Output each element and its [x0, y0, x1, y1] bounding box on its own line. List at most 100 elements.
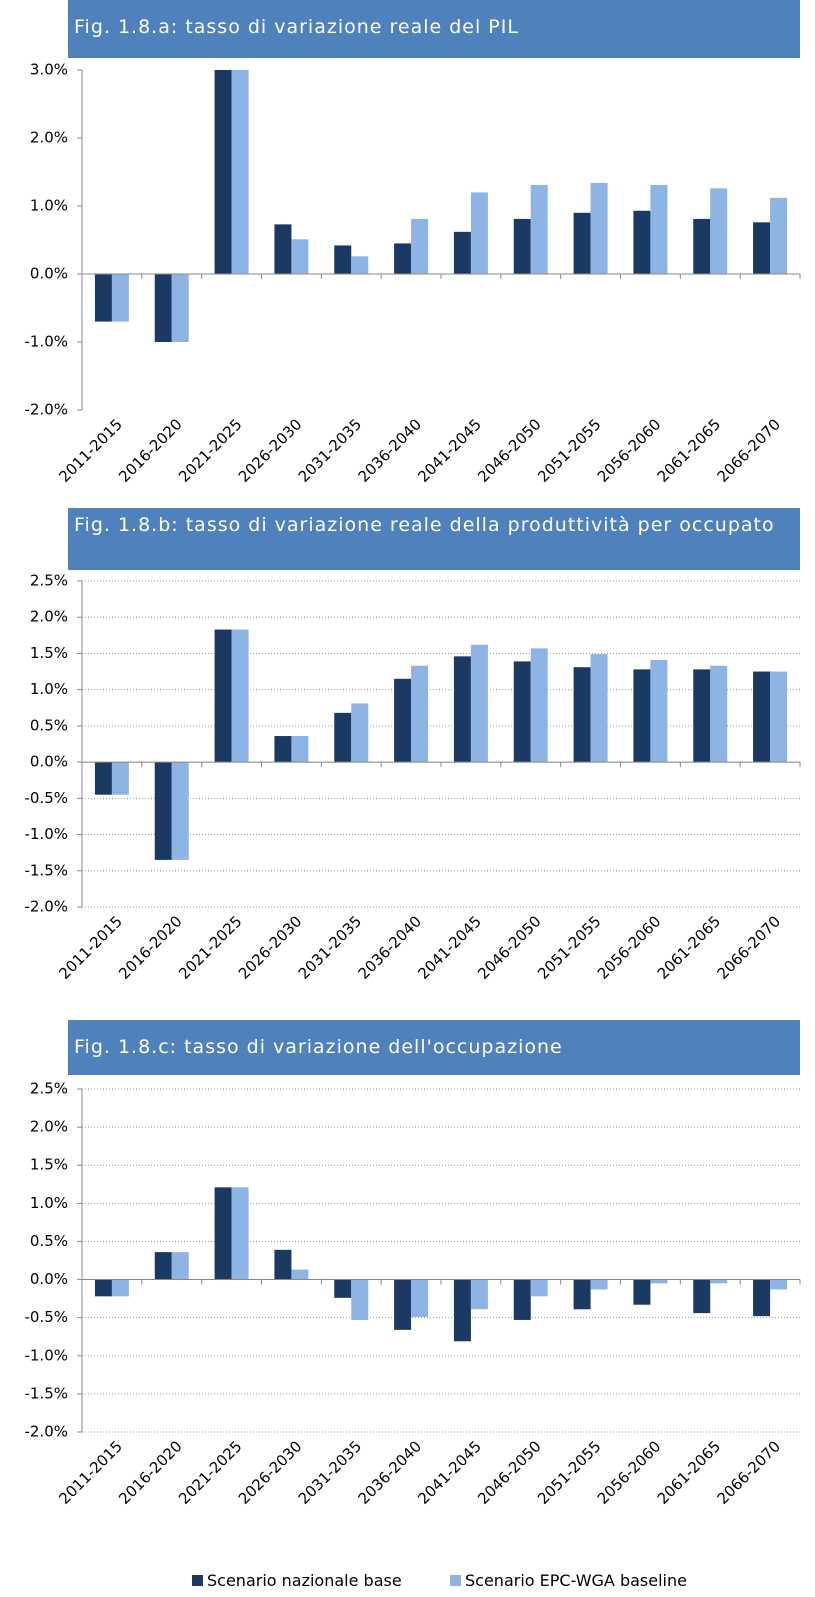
bar: [693, 218, 711, 274]
bar: [470, 192, 488, 274]
bar: [411, 218, 429, 274]
bar: [710, 665, 728, 763]
bar: [650, 184, 668, 274]
bar: [573, 212, 591, 274]
bar: [530, 648, 548, 763]
bar: [214, 629, 232, 763]
x-tick-label: 2036-2040: [355, 1437, 426, 1508]
bar: [94, 762, 112, 795]
y-tick-label: -2.0%: [24, 898, 68, 916]
bar: [231, 1187, 249, 1280]
chart-title: Fig. 1.8.b: tasso di variazione reale de…: [68, 508, 800, 570]
bar: [171, 274, 189, 342]
y-tick-label: -1.0%: [24, 1346, 68, 1364]
bar: [274, 736, 292, 763]
bar: [753, 1279, 771, 1317]
x-tick-label: 2051-2055: [534, 912, 605, 983]
x-tick-label: 2056-2060: [594, 912, 665, 983]
x-tick-label: 2011-2015: [55, 415, 126, 486]
chart-title: Fig. 1.8.a: tasso di variazione reale de…: [68, 0, 800, 58]
bar: [291, 239, 309, 274]
legend-item: Scenario nazionale base: [192, 1571, 402, 1590]
y-tick-label: -1.5%: [24, 1384, 68, 1402]
y-tick-label: 1.0%: [30, 1194, 68, 1212]
x-tick-label: 2011-2015: [55, 1437, 126, 1508]
bar: [453, 656, 471, 763]
x-tick-label: 2036-2040: [355, 912, 426, 983]
x-tick-label: 2026-2030: [235, 912, 306, 983]
y-tick-label: 2.0%: [30, 608, 68, 626]
x-tick-label: 2021-2025: [175, 1437, 246, 1508]
x-tick-label: 2056-2060: [594, 1437, 665, 1508]
bar: [214, 70, 232, 274]
x-tick-label: 2036-2040: [355, 415, 426, 486]
x-tick-label: 2031-2035: [295, 1437, 366, 1508]
y-tick-label: -1.0%: [24, 825, 68, 843]
bar: [351, 703, 369, 763]
y-tick-label: 0.0%: [30, 753, 68, 771]
bar: [710, 188, 728, 274]
x-tick-label: 2056-2060: [594, 415, 665, 486]
bar: [530, 1279, 548, 1297]
y-tick-label: -2.0%: [24, 1423, 68, 1441]
bar: [770, 671, 788, 763]
x-tick-label: 2031-2035: [295, 415, 366, 486]
y-tick-label: 2.5%: [30, 1080, 68, 1098]
bar: [334, 245, 352, 274]
bar: [513, 218, 531, 274]
bar: [590, 182, 608, 274]
bar: [214, 1187, 232, 1280]
bar: [470, 1279, 488, 1310]
y-tick-label: 1.5%: [30, 1156, 68, 1174]
bar: [633, 669, 651, 763]
x-tick-label: 2041-2045: [414, 415, 485, 486]
x-tick-label: 2021-2025: [175, 912, 246, 983]
y-tick-label: 0.0%: [30, 1270, 68, 1288]
bar: [171, 762, 189, 860]
bar: [274, 224, 292, 274]
bar: [231, 70, 249, 274]
bar: [590, 654, 608, 763]
bar: [351, 1279, 369, 1320]
y-tick-label: 0.5%: [30, 1232, 68, 1250]
bar: [94, 274, 112, 322]
bar: [693, 669, 711, 763]
y-tick-label: 0.0%: [30, 265, 68, 283]
bar: [513, 1279, 531, 1320]
y-tick-label: 1.5%: [30, 644, 68, 662]
x-tick-label: 2061-2065: [654, 1437, 725, 1508]
y-tick-label: 0.5%: [30, 716, 68, 734]
bar: [171, 1252, 189, 1280]
bar: [573, 667, 591, 763]
bar: [633, 1279, 651, 1305]
bar: [411, 1279, 429, 1317]
bar: [274, 1249, 292, 1280]
bar: [111, 762, 129, 795]
y-tick-label: 3.0%: [30, 61, 68, 79]
chart-title: Fig. 1.8.c: tasso di variazione dell'occ…: [68, 1020, 800, 1075]
bar: [291, 1269, 309, 1280]
bar: [154, 1252, 172, 1280]
y-tick-label: -0.5%: [24, 789, 68, 807]
bar: [291, 736, 309, 763]
x-tick-label: 2011-2015: [55, 912, 126, 983]
y-tick-label: 1.0%: [30, 197, 68, 215]
legend-swatch: [450, 1575, 461, 1586]
bar: [154, 274, 172, 342]
bar: [693, 1279, 711, 1314]
y-tick-label: 1.0%: [30, 680, 68, 698]
bar: [770, 197, 788, 274]
x-tick-label: 2051-2055: [534, 1437, 605, 1508]
x-tick-label: 2061-2065: [654, 415, 725, 486]
bar: [710, 1279, 728, 1284]
y-tick-label: 2.0%: [30, 129, 68, 147]
legend-label: Scenario EPC-WGA baseline: [465, 1571, 687, 1590]
x-tick-label: 2046-2050: [474, 415, 545, 486]
x-tick-label: 2031-2035: [295, 912, 366, 983]
bar: [770, 1279, 788, 1290]
x-tick-label: 2026-2030: [235, 415, 306, 486]
bar: [351, 256, 369, 274]
x-tick-label: 2046-2050: [474, 912, 545, 983]
y-tick-label: -2.0%: [24, 401, 68, 419]
bar: [530, 184, 548, 274]
